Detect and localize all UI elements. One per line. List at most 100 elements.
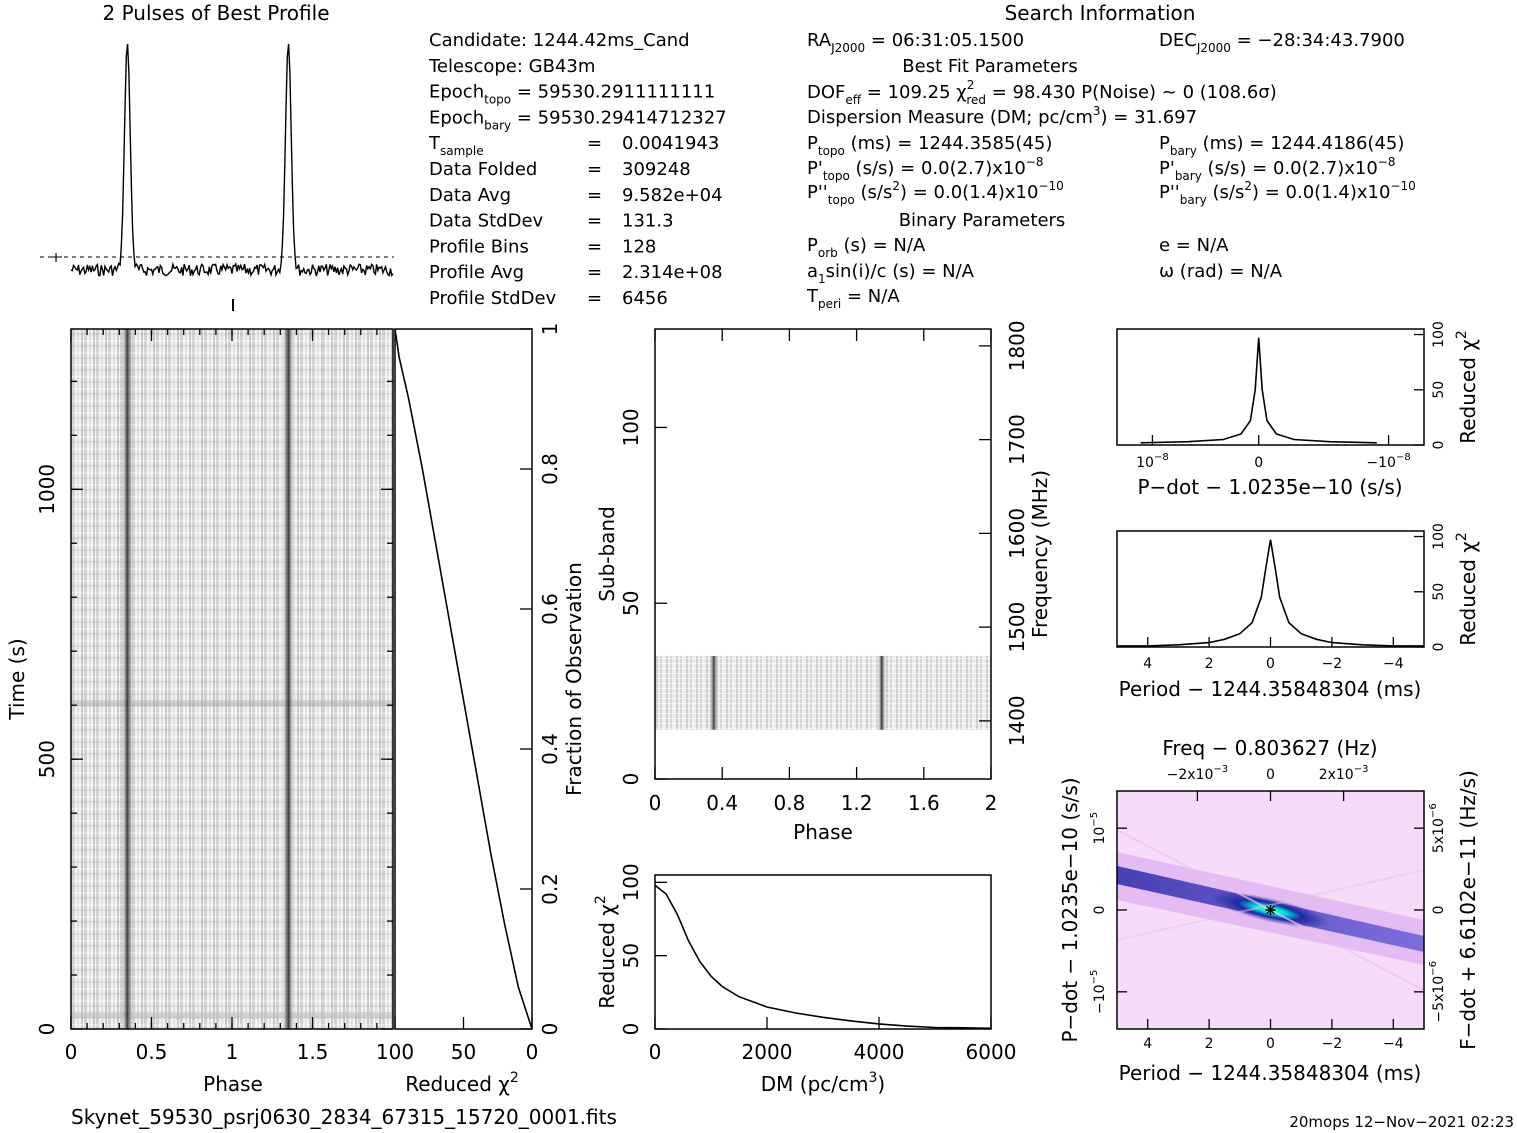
subband-xtick: 0.8 [773, 791, 805, 815]
chi2-fraction-xtick: 0 [526, 1040, 539, 1064]
info-row: Profile StdDev = 6456 [429, 288, 668, 309]
period-xlabel: Period − 1244.35848304 (ms) [1119, 677, 1422, 701]
info-row: Data StdDev = 131.3 [429, 211, 674, 232]
dm-panel: 0 2000 4000 6000 0 50 100 DM (pc/cm3) Reduced … [593, 863, 1016, 1096]
footer-stamp: 20mops 12−Nov−2021 02:23 [1289, 1113, 1514, 1131]
ppdot-top-label: Freq − 0.803627 (Hz) [1162, 736, 1377, 760]
chi2-fraction-line [394, 328, 533, 1030]
dm-line: Dispersion Measure (DM; pc/cm3) = 31.697 [807, 104, 1197, 128]
info-row: Candidate: 1244.42ms_Cand [429, 30, 690, 51]
ppdot-y2tick: −5x10−6 [1428, 961, 1447, 1023]
subband-xtick: 0 [649, 791, 662, 815]
time-phase-xtick: 1 [226, 1040, 239, 1064]
chi2-fraction-ytick: 0 [538, 1023, 562, 1036]
period-xtick: 4 [1143, 656, 1152, 672]
time-phase-pulse-stripe [281, 329, 296, 1029]
time-phase-panel: 0 0.5 1 1.5 0 500 1000 Phase Time (s) [5, 328, 394, 1096]
profile-errorbar: I [54, 251, 58, 265]
pdot-topo: P'topo (s/s) = 0.0(2.7)x10−8 [807, 155, 1044, 183]
info-row: Tsample = 0.0041943 [428, 133, 719, 158]
info-row: Data Avg = 9.582e+04 [429, 185, 723, 206]
pulse-profile: I [40, 43, 394, 311]
dm-xtick: 4000 [854, 1040, 905, 1064]
subband-ylabel: Sub-band [595, 506, 619, 602]
pdot-ytick: 0 [1431, 441, 1447, 450]
pdot-panel: 10−8 0 −10−8 0 50 100 P−dot − 1.0235e−10 (s/s… [1116, 321, 1480, 499]
time-phase-xtick: 1.5 [297, 1040, 329, 1064]
period-xtick: −4 [1383, 656, 1404, 672]
ppdot-ytick: 10−5 [1089, 812, 1108, 845]
time-phase-ytick: 500 [35, 740, 59, 778]
subband-xtick: 0.4 [706, 791, 738, 815]
subband-pulse-stripe [708, 655, 719, 730]
a1sini: a1sin(i)/c (s) = N/A [807, 261, 975, 286]
subband-y2label: Frequency (MHz) [1028, 470, 1052, 638]
dm-curve-line [654, 884, 992, 1030]
search-title: Search Information [1005, 1, 1196, 25]
subband-pulse-stripe [876, 655, 887, 730]
dm-xtick: 0 [649, 1040, 662, 1064]
time-phase-row-dark [71, 700, 393, 706]
time-phase-xtick: 0.5 [136, 1040, 168, 1064]
dm-xlabel: DM (pc/cm3) [761, 1070, 885, 1096]
pddot-bary: P''bary (s/s2) = 0.0(1.4)x10−10 [1159, 179, 1416, 207]
dm-ytick: 50 [619, 943, 643, 968]
chi2-fraction-xtick: 50 [451, 1040, 476, 1064]
ra-value: RAJ2000 = 06:31:05.1500 [807, 30, 1024, 55]
dm-frame [654, 874, 992, 1030]
ppdot-toptick: 0 [1266, 767, 1275, 783]
subband-ytick: 50 [619, 590, 643, 615]
dm-ylabel: Reduced χ2 [593, 895, 619, 1009]
period-frame [1116, 530, 1425, 648]
ppdot-y2tick: 5x10−6 [1428, 803, 1447, 853]
p-pdot-panel: Freq − 0.803627 (Hz) 4 2 0 −2 −4 −2x10−3 0 2x10… [1058, 736, 1480, 1085]
time-phase-ytick: 0 [35, 1023, 59, 1036]
info-row: Epochbary = 59530.29414712327 [429, 107, 727, 132]
time-phase-pulse-stripe [120, 329, 135, 1029]
dof-chi2-line: DOFeff = 109.25 χ2 red = 98.430 P(Noise) … [807, 78, 1277, 107]
profile-line [70, 43, 394, 278]
chi2-fraction-ytick: 1 [538, 323, 562, 336]
pdot-xtick: −10−8 [1366, 452, 1410, 471]
dec-value: DECJ2000 = −28:34:43.7900 [1159, 30, 1405, 55]
p-orb: Porb (s) = N/A [807, 235, 926, 260]
ppdot-xtick: 4 [1143, 1036, 1152, 1052]
info-row: Epochtopo = 59530.2911111111 [429, 82, 715, 107]
info-row: Telescope: GB43m [428, 56, 595, 77]
footer-filename: Skynet_59530_psrj0630_2834_67315_15720_0… [71, 1105, 617, 1129]
period-ytick: 50 [1431, 583, 1447, 601]
dm-xtick: 6000 [966, 1040, 1017, 1064]
pdot-ytick: 100 [1431, 321, 1447, 348]
period-xtick: −2 [1322, 656, 1343, 672]
ppdot-toptick: 2x10−3 [1319, 764, 1369, 783]
subband-xtick: 1.6 [908, 791, 940, 815]
subband-y2tick: 1400 [1005, 695, 1029, 746]
subband-ytick: 100 [619, 408, 643, 446]
ppdot-ytick: 0 [1092, 906, 1108, 915]
ppdot-y2tick: 0 [1431, 906, 1447, 915]
subband-y2tick: 1600 [1005, 508, 1029, 559]
eccentricity: e = N/A [1159, 235, 1229, 256]
subband-y2tick: 1700 [1005, 414, 1029, 465]
omega: ω (rad) = N/A [1159, 261, 1283, 282]
pdot-xtick: 0 [1254, 455, 1263, 471]
period-ylabel: Reduced χ2 [1454, 532, 1480, 646]
info-row: Data Folded = 309248 [429, 159, 691, 180]
time-phase-xlabel: Phase [203, 1072, 263, 1096]
ppdot-xtick: 2 [1205, 1036, 1214, 1052]
subband-frame [654, 328, 992, 780]
binary-title: Binary Parameters [899, 210, 1066, 231]
time-phase-ytick: 1000 [35, 464, 59, 515]
time-phase-xtick: 0 [65, 1040, 78, 1064]
dm-xtick: 2000 [742, 1040, 793, 1064]
chi2-fraction-xlabel: Reduced χ2 [405, 1070, 519, 1096]
p-bary: Pbary (ms) = 1244.4186(45) [1159, 133, 1404, 158]
chi2-fraction-ytick: 0.4 [538, 733, 562, 765]
subband-ytick: 0 [619, 773, 643, 786]
ppdot-y2label: F−dot + 6.6102e−11 (Hz/s) [1456, 770, 1480, 1050]
subband-noise-band [655, 655, 991, 730]
period-ytick: 0 [1431, 643, 1447, 652]
t-peri: Tperi = N/A [806, 286, 900, 311]
chi2-fraction-xtick: 100 [376, 1040, 414, 1064]
